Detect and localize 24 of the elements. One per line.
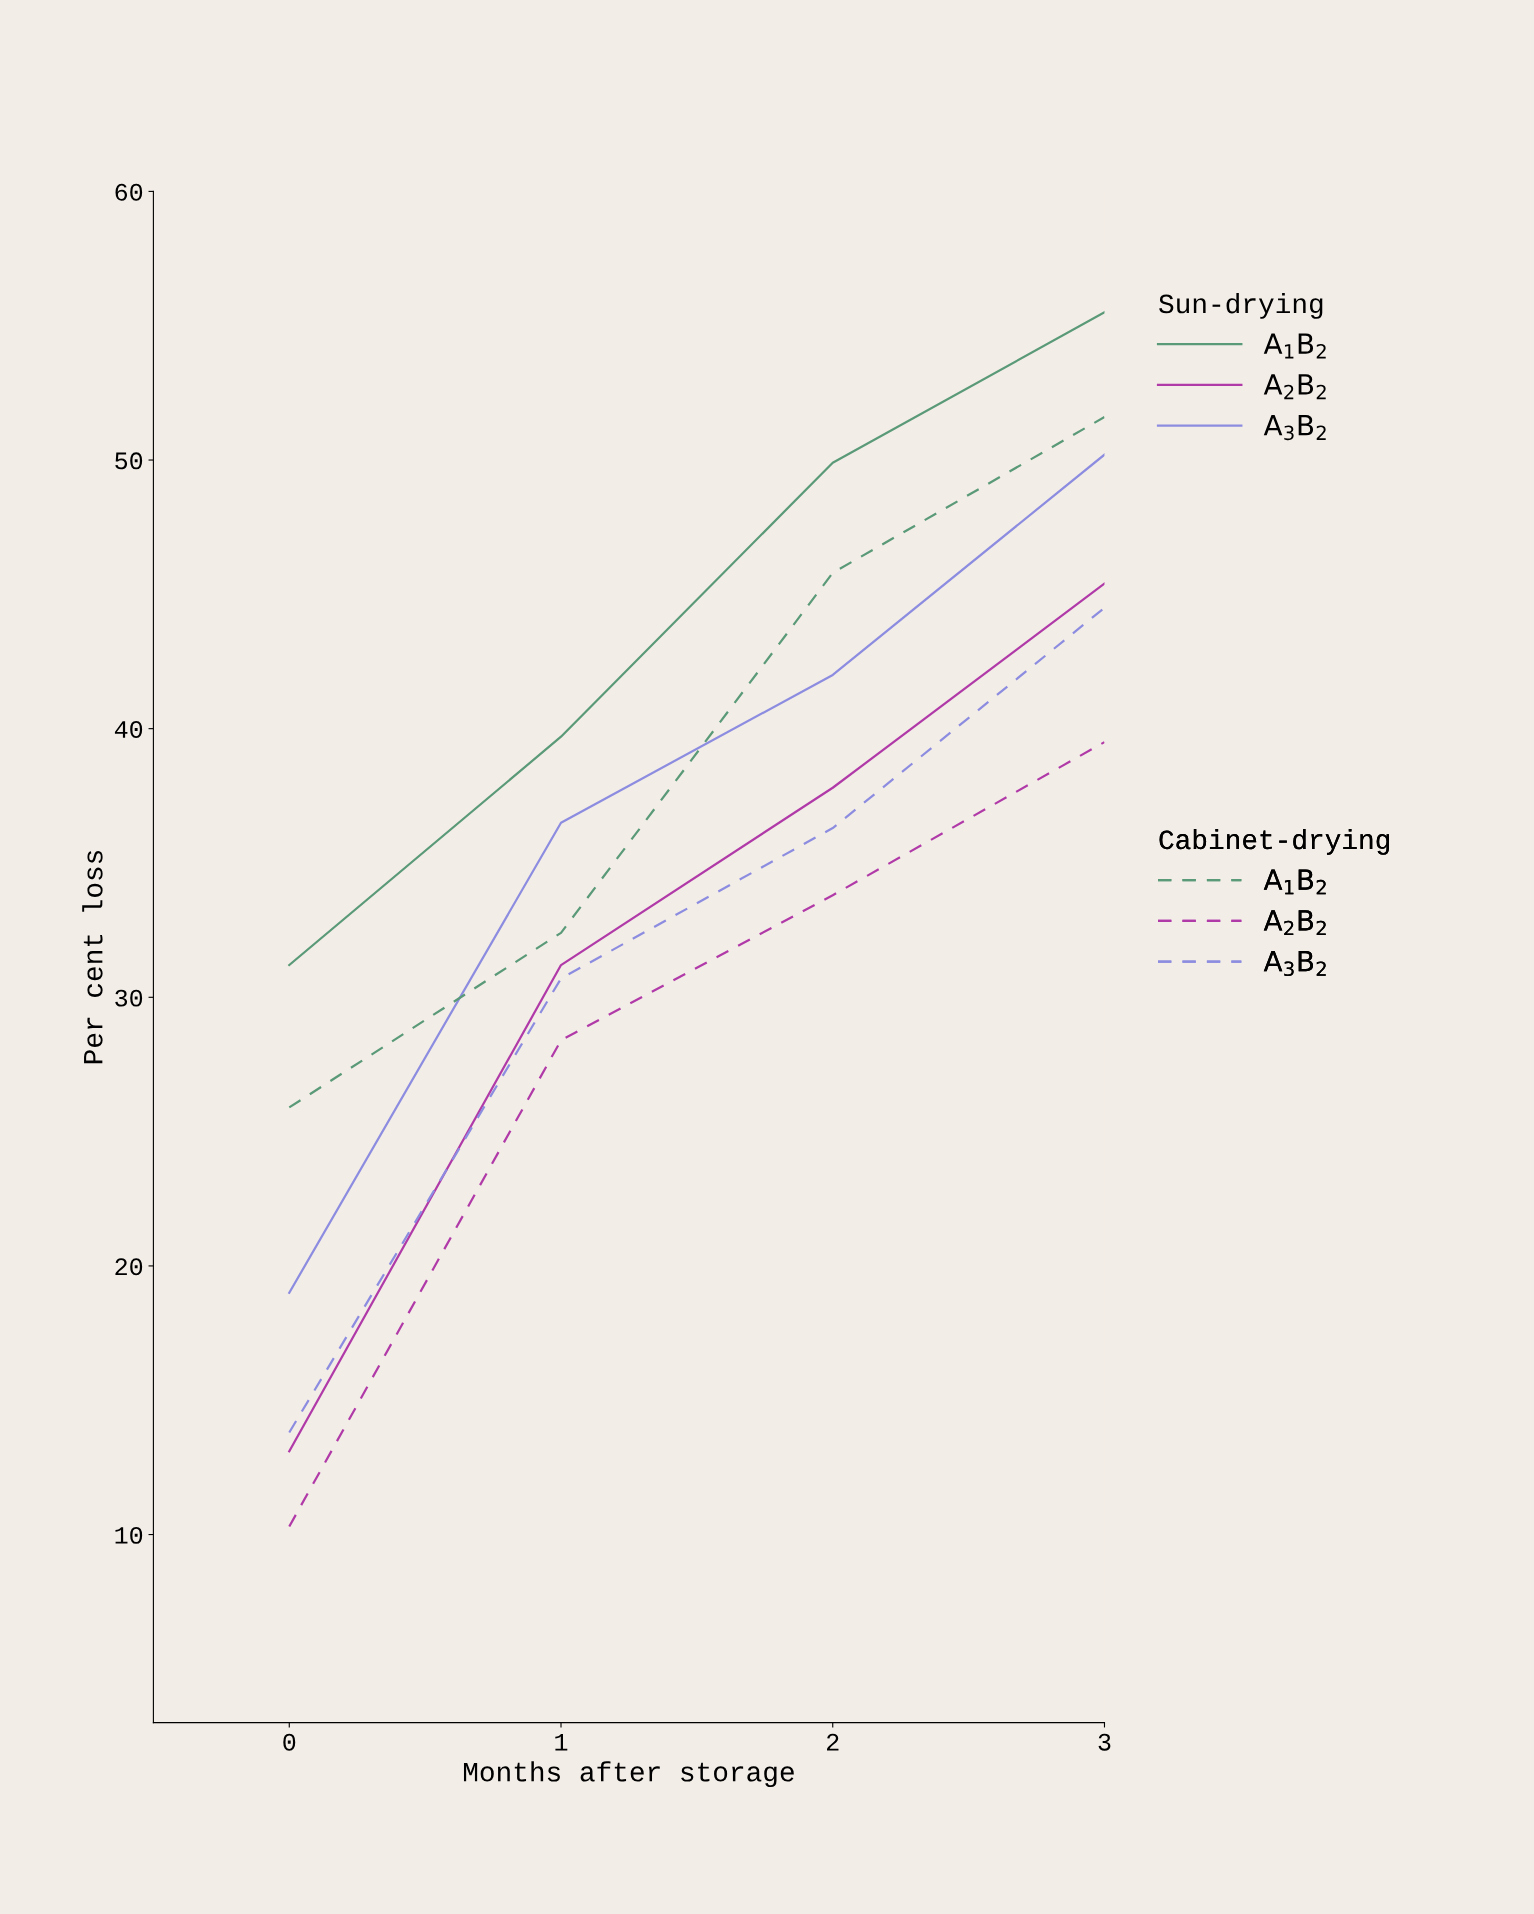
y-axis-title: Per cent loss <box>82 850 103 1064</box>
x-tick-label: 0 <box>283 1733 296 1751</box>
y-tick-label: 40 <box>114 721 143 738</box>
legend-label: A$_{2}$B$_{2}$ <box>1263 374 1326 400</box>
line-series <box>288 311 1105 967</box>
y-tick-label: 10 <box>115 1526 143 1544</box>
text: Sun-drying <box>1159 292 1323 319</box>
line-series <box>288 415 1105 1109</box>
y-tick-label: 30 <box>115 989 143 1007</box>
line-series <box>288 453 1105 1294</box>
legend-label: A$_{3}$B$_{2}$ <box>1263 951 1326 977</box>
x-axis-title: Months after storage <box>463 1761 794 1788</box>
line-series <box>288 740 1105 1528</box>
y-tick-label: 60 <box>115 183 143 201</box>
x-tick-label: 3 <box>1098 1733 1111 1751</box>
y-tick-label: 20 <box>115 1258 143 1276</box>
text: Cabinet-drying <box>1159 828 1390 855</box>
legend-label: A$_{2}$B$_{2}$ <box>1263 910 1326 936</box>
legend-label: A$_{1}$B$_{2}$ <box>1263 869 1326 895</box>
legend-label: A$_{1}$B$_{2}$ <box>1263 333 1326 359</box>
legend-label: A$_{3}$B$_{2}$ <box>1263 415 1326 441</box>
x-tick-label: 1 <box>555 1733 568 1751</box>
x-tick-label: 2 <box>827 1733 839 1751</box>
y-tick-label: 50 <box>115 452 143 470</box>
